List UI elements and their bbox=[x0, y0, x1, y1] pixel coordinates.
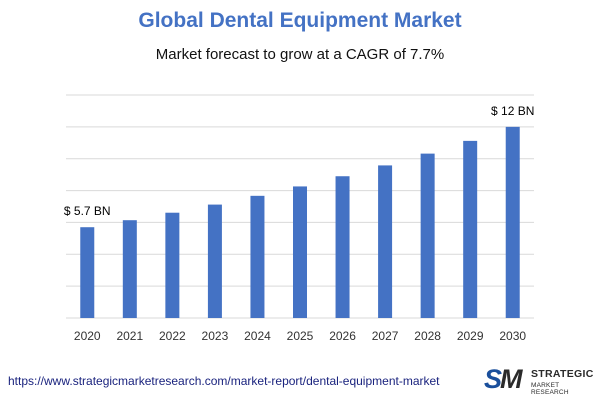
logo-mark: SM bbox=[484, 362, 522, 396]
logo-mark-m: M bbox=[500, 364, 522, 394]
data-label-2020: $ 5.7 BN bbox=[64, 204, 111, 218]
bar-2027 bbox=[378, 165, 393, 318]
grid-lines bbox=[66, 94, 534, 319]
x-tick-label: 2024 bbox=[244, 329, 271, 343]
bar-2020 bbox=[80, 227, 95, 318]
bar-2024 bbox=[250, 195, 265, 318]
x-tick-label: 2029 bbox=[457, 329, 484, 343]
x-tick-label: 2027 bbox=[372, 329, 399, 343]
x-tick-label: 2030 bbox=[499, 329, 526, 343]
x-tick-label: 2026 bbox=[329, 329, 356, 343]
bar-2023 bbox=[207, 204, 222, 318]
annotations: $ 5.7 BN $ 12 BN bbox=[64, 104, 534, 218]
x-tick-label: 2025 bbox=[287, 329, 314, 343]
bar-2021 bbox=[122, 220, 137, 318]
x-tick-label: 2020 bbox=[74, 329, 101, 343]
x-tick-label: 2022 bbox=[159, 329, 186, 343]
logo-text-line1: STRATEGIC bbox=[531, 368, 594, 380]
bars bbox=[80, 126, 520, 318]
source-url-link[interactable]: https://www.strategicmarketresearch.com/… bbox=[8, 374, 440, 388]
x-tick-label: 2028 bbox=[414, 329, 441, 343]
x-tick-labels: 2020 2021 2022 2023 2024 2025 2026 2027 2028 2029… bbox=[74, 329, 526, 343]
logo-text-line2: MARKET RESEARCH bbox=[531, 382, 569, 396]
bar-2025 bbox=[293, 186, 307, 318]
bar-2026 bbox=[335, 176, 350, 318]
chart-subtitle: Market forecast to grow at a CAGR of 7.7… bbox=[155, 46, 445, 63]
data-label-2030: $ 12 BN bbox=[491, 104, 534, 118]
bar-2029 bbox=[463, 140, 478, 318]
bar-2022 bbox=[165, 212, 180, 318]
logo-mark-s: S bbox=[484, 364, 502, 394]
chart-title: Global Dental Equipment Market bbox=[138, 9, 462, 32]
strategic-market-research-logo: SM STRATEGIC MARKET RESEARCH bbox=[484, 362, 596, 396]
bar-2030 bbox=[505, 126, 520, 318]
x-tick-label: 2021 bbox=[116, 329, 143, 343]
bar-2028 bbox=[420, 153, 435, 318]
x-tick-label: 2023 bbox=[202, 329, 229, 343]
